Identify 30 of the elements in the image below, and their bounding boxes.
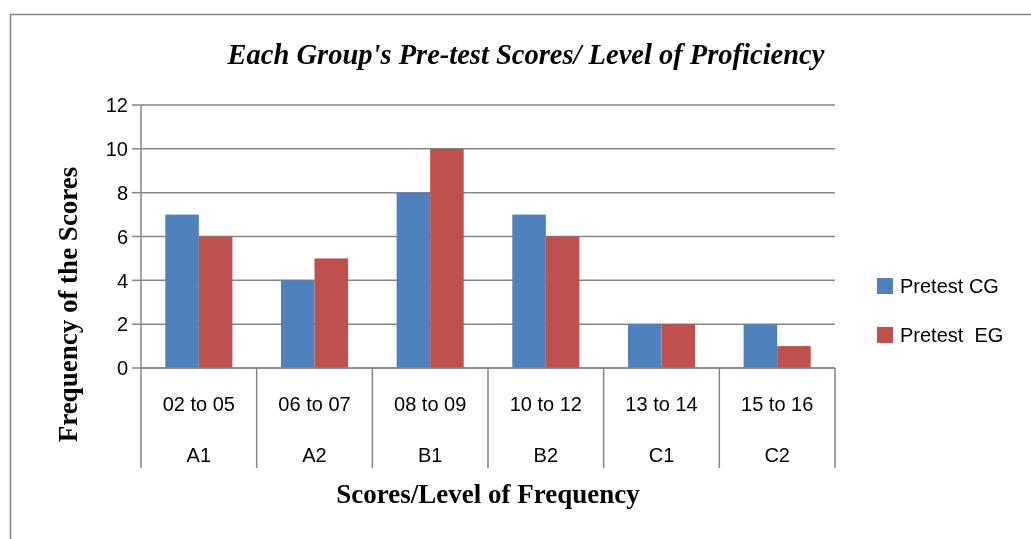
bar xyxy=(512,214,546,368)
bar xyxy=(198,236,233,368)
y-tick-label: 4 xyxy=(116,269,128,292)
y-tick-label: 0 xyxy=(116,357,128,380)
y-tick-label: 8 xyxy=(116,181,128,204)
category-label: 10 to 12 B2 xyxy=(509,393,582,466)
bar xyxy=(661,324,696,368)
legend-label: Pretest EG xyxy=(900,324,1004,347)
bar xyxy=(165,214,199,368)
bar xyxy=(430,148,464,368)
bar xyxy=(743,324,778,368)
y-tick-label: 12 xyxy=(105,94,128,117)
bar xyxy=(280,280,315,368)
category-label: 15 to 16 C2 xyxy=(741,393,814,466)
bar xyxy=(396,192,431,368)
x-axis-title: Scores/Level of Frequency xyxy=(336,479,641,509)
category-label: 06 to 07 A2 xyxy=(278,393,351,466)
bar xyxy=(314,258,349,368)
y-tick-label: 2 xyxy=(116,313,128,336)
bar xyxy=(777,346,811,368)
y-tick-label: 10 xyxy=(105,138,128,161)
category-label: 08 to 09 B1 xyxy=(394,393,467,466)
y-axis-title: Frequency of the Scores xyxy=(53,166,83,443)
bar xyxy=(545,236,580,368)
category-label: 13 to 14 C1 xyxy=(625,393,698,466)
category-label: 02 to 05 A1 xyxy=(162,393,235,466)
legend-label: Pretest CG xyxy=(900,275,999,298)
chart-title: Each Group's Pre-test Scores/ Level of Proficiency xyxy=(226,39,825,70)
bar xyxy=(627,324,662,368)
y-tick-label: 6 xyxy=(116,225,128,248)
